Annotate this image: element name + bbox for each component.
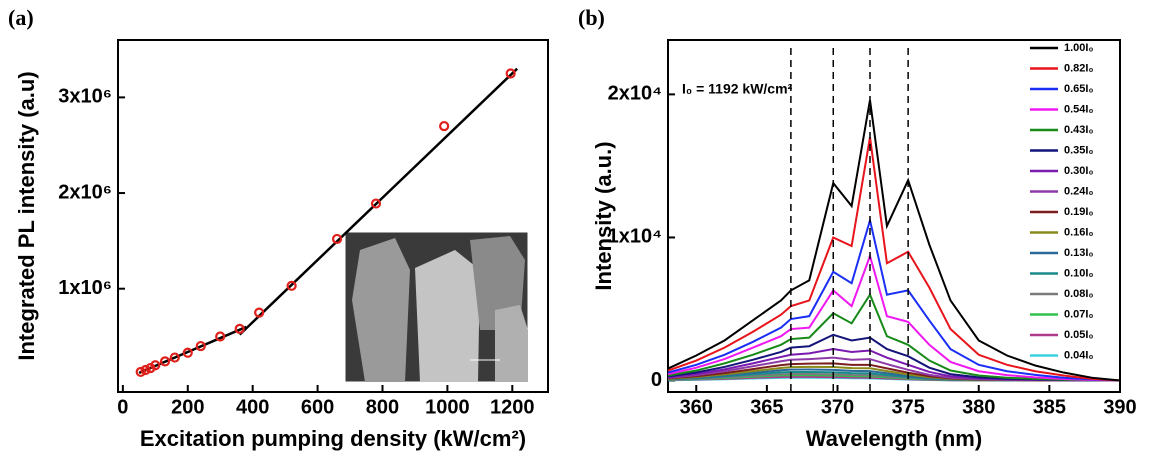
legend-label: 0.82I₀ (1064, 62, 1093, 74)
legend-label: 0.04I₀ (1064, 349, 1093, 361)
y-tick-label: 1x10⁴ (608, 226, 662, 248)
legend-label: 0.43I₀ (1064, 124, 1093, 136)
plot-frame (117, 39, 549, 393)
legend-label: 0.07I₀ (1064, 308, 1093, 320)
x-tick-label: 360 (680, 396, 713, 418)
y-tick-label: 3x10⁶ (58, 86, 112, 108)
x-tick-label: 800 (366, 396, 399, 418)
data-point (182, 347, 193, 358)
data-point (169, 352, 180, 363)
annotation: I₀ = 1192 kW/cm² (682, 81, 793, 97)
legend-label: 0.05I₀ (1064, 329, 1093, 341)
plot-frame (667, 39, 1121, 393)
x-tick-label: 375 (891, 396, 924, 418)
x-tick-label: 365 (750, 396, 783, 418)
x-tick-label: 0 (117, 396, 128, 418)
legend-label: 0.08I₀ (1064, 288, 1093, 300)
data-point (195, 340, 206, 352)
legend-label: 0.65I₀ (1064, 83, 1093, 95)
data-point (135, 366, 146, 378)
y-tick-label: 2x10⁶ (58, 181, 112, 203)
data-point (254, 307, 265, 318)
legend-label: 0.19I₀ (1064, 206, 1093, 218)
legend-label: 0.10I₀ (1064, 267, 1093, 279)
x-tick-label: 600 (301, 396, 334, 418)
spectrum-line (667, 99, 1121, 382)
legend-label: 0.35I₀ (1064, 144, 1093, 156)
legend-label: 0.54I₀ (1064, 103, 1093, 115)
x-tick-label: 385 (1033, 396, 1066, 418)
x-tick-label: 1200 (490, 396, 535, 418)
panel-label: (b) (578, 5, 605, 30)
data-point (331, 233, 343, 245)
x-tick-label: 1000 (425, 396, 470, 418)
y-tick-label: 1x10⁶ (58, 277, 112, 299)
data-point (215, 331, 226, 342)
legend-label: 0.30I₀ (1064, 165, 1093, 177)
y-tick-label: 0 (651, 369, 662, 391)
legend-label: 1.00I₀ (1064, 42, 1093, 54)
data-point (159, 356, 171, 367)
data-point (505, 68, 516, 79)
x-tick-label: 370 (821, 396, 854, 418)
legend-label: 0.24I₀ (1064, 185, 1093, 197)
data-point (140, 364, 151, 376)
data-point (234, 323, 245, 334)
spectrum-line (667, 252, 1121, 382)
x-tick-label: 380 (962, 396, 995, 418)
legend-label: 0.13I₀ (1064, 247, 1093, 259)
panel-label: (a) (8, 5, 34, 30)
x-tick-label: 400 (236, 396, 269, 418)
data-point (150, 360, 161, 371)
spectrum-line (667, 216, 1121, 382)
fit-line (138, 325, 247, 375)
y-axis-label: Integrated PL intensity (a.u) (14, 71, 39, 360)
x-tick-label: 200 (171, 396, 204, 418)
data-point (370, 198, 382, 209)
y-tick-label: 2x10⁴ (608, 83, 662, 105)
x-tick-label: 390 (1103, 396, 1136, 418)
y-axis-label: Intensity (a.u.) (591, 141, 616, 290)
x-axis-label: Excitation pumping density (kW/cm²) (140, 426, 526, 451)
x-axis-label: Wavelength (nm) (806, 426, 982, 451)
spectrum-line (667, 292, 1121, 382)
data-point (286, 280, 297, 291)
sem-inset (344, 231, 529, 383)
legend-label: 0.16I₀ (1064, 226, 1093, 238)
spectrum-line (667, 137, 1121, 382)
data-point (439, 120, 450, 132)
